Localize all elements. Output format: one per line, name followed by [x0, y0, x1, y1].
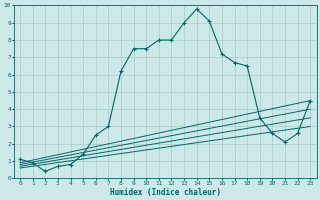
X-axis label: Humidex (Indice chaleur): Humidex (Indice chaleur): [110, 188, 220, 197]
